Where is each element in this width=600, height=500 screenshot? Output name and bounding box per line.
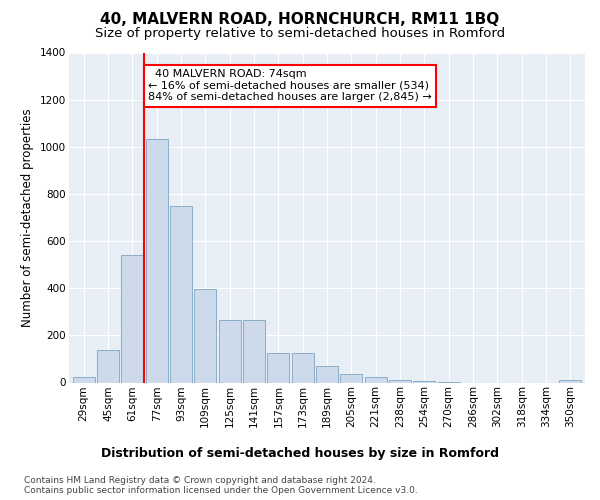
Bar	[268, 353, 289, 382]
Text: Contains public sector information licensed under the Open Government Licence v3: Contains public sector information licen…	[24, 486, 418, 495]
Bar	[73, 378, 95, 382]
Bar	[340, 374, 362, 382]
Bar	[97, 350, 119, 382]
Text: Distribution of semi-detached houses by size in Romford: Distribution of semi-detached houses by …	[101, 448, 499, 460]
Bar	[146, 138, 167, 382]
Bar	[389, 380, 411, 382]
Text: 40, MALVERN ROAD, HORNCHURCH, RM11 1BQ: 40, MALVERN ROAD, HORNCHURCH, RM11 1BQ	[100, 12, 500, 28]
Bar	[243, 320, 265, 382]
Text: Contains HM Land Registry data © Crown copyright and database right 2024.: Contains HM Land Registry data © Crown c…	[24, 476, 376, 485]
Text: 40 MALVERN ROAD: 74sqm
← 16% of semi-detached houses are smaller (534)
84% of se: 40 MALVERN ROAD: 74sqm ← 16% of semi-det…	[148, 69, 432, 102]
Bar	[170, 206, 192, 382]
Bar	[316, 366, 338, 382]
Bar	[194, 290, 216, 382]
Text: Size of property relative to semi-detached houses in Romford: Size of property relative to semi-detach…	[95, 28, 505, 40]
Bar	[559, 380, 581, 382]
Bar	[365, 376, 386, 382]
Bar	[413, 380, 436, 382]
Bar	[121, 255, 143, 382]
Bar	[292, 353, 314, 382]
Y-axis label: Number of semi-detached properties: Number of semi-detached properties	[22, 108, 34, 327]
Bar	[218, 320, 241, 382]
